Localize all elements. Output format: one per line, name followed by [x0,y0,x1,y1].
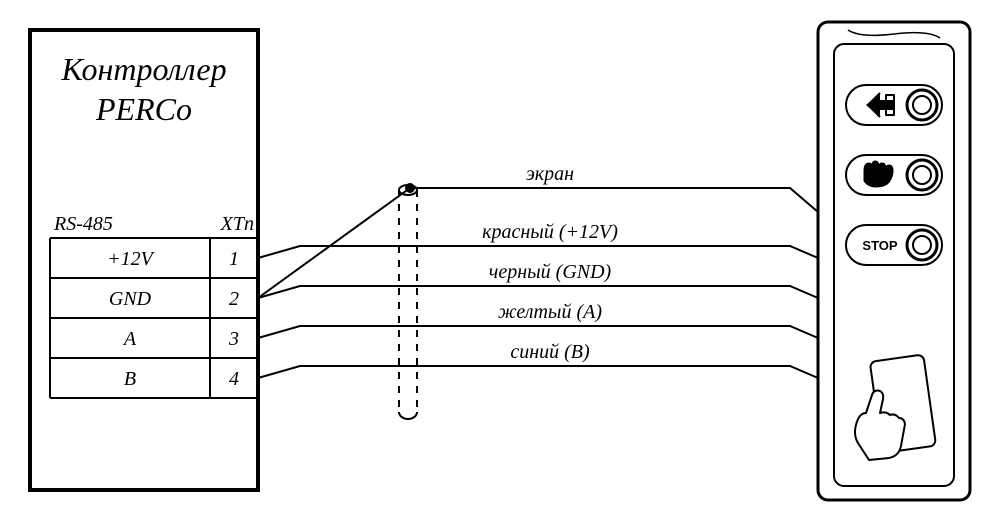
pin-number: 4 [229,368,239,390]
wire-2 [258,326,818,338]
pin-number: 1 [229,248,239,270]
wire-label: экран [526,163,574,185]
label-rs485: RS-485 [53,213,113,235]
signal-label: +12V [107,248,155,270]
wire-label: синий (В) [510,341,590,363]
wire-0 [258,246,818,258]
wire-label: красный (+12V) [482,221,618,243]
signal-label: B [124,368,136,390]
pin-number: 3 [228,328,239,350]
wire-1 [258,286,818,298]
shield-bottom-arc [399,412,417,419]
label-xtn: XTn [220,213,254,235]
wire-label: черный (GND) [489,261,612,283]
wire-3 [258,366,818,378]
controller-title-2: PERCo [95,91,192,127]
hand-icon [864,161,893,187]
signal-label: GND [109,288,152,310]
wiring-diagram: Контроллер PERCo RS-485 XTn +12V 1 GND 2 A 3 B 4 экр… [0,0,1000,520]
controller-title-1: Контроллер [60,51,226,87]
signal-label: A [122,328,137,350]
pin-number: 2 [229,288,239,310]
stop-icon: STOP [862,238,897,253]
wire-label: желтый (А) [498,301,602,323]
